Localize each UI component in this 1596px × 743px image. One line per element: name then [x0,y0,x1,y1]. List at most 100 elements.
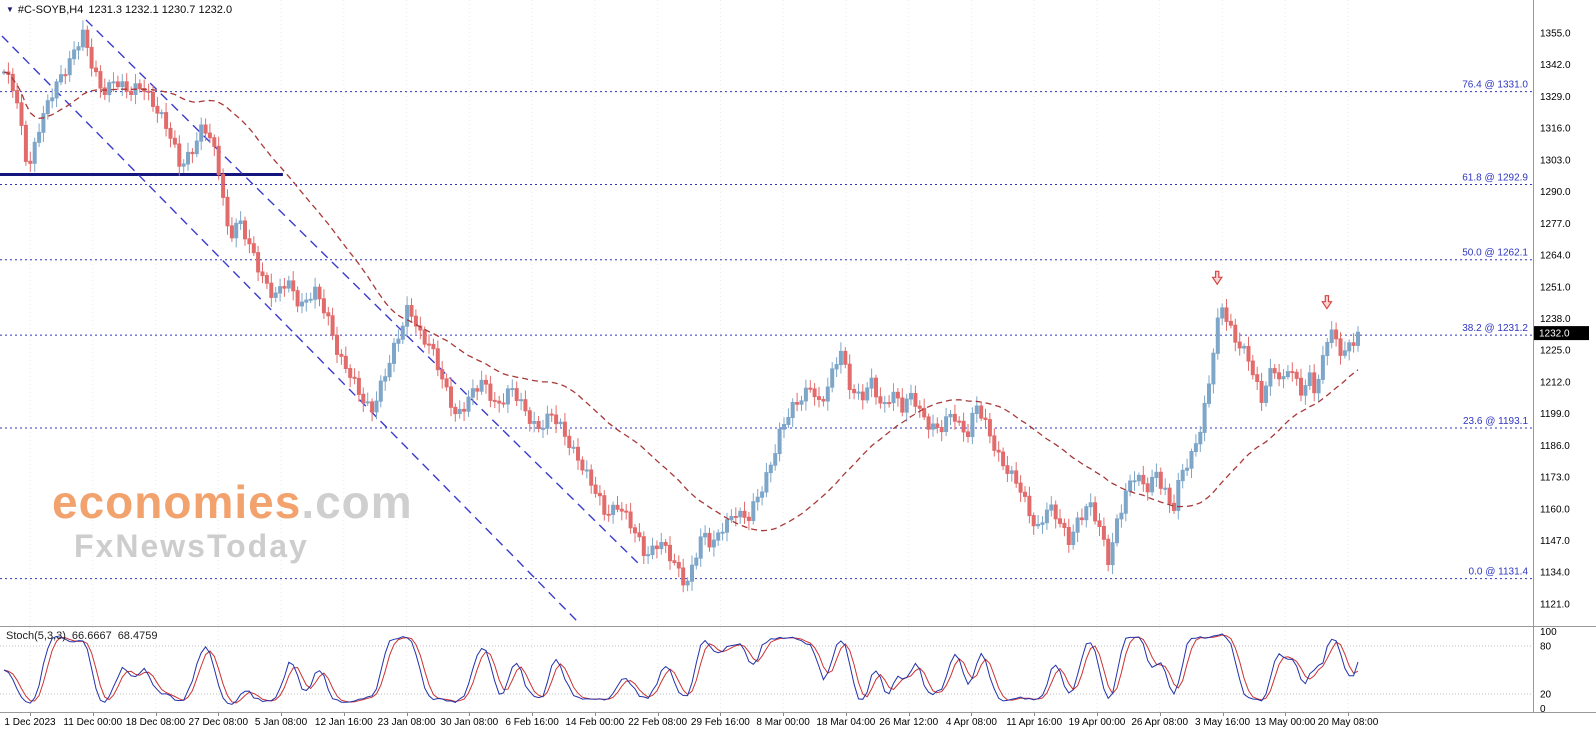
time-tick-label: 18 Dec 08:00 [125,717,186,728]
time-tick-label: 13 May 00:00 [1254,717,1316,728]
time-tick-label: 29 Feb 16:00 [690,717,750,728]
time-axis-tick [1159,713,1161,716]
time-axis-tick [720,713,722,716]
time-axis-tick [218,713,220,716]
price-tick-label: 1264.0 [1540,251,1571,262]
sell-signal-arrow-icon [1211,270,1223,286]
stochastic-main-line [3,633,1359,705]
moving-average-line [3,71,1359,532]
stochastic-signal-line [3,634,1359,704]
time-tick-label: 12 Jan 16:00 [314,717,373,728]
time-axis-tick [532,713,534,716]
time-tick-label: 23 Jan 08:00 [377,717,436,728]
symbol-marker-icon: ▼ [6,5,14,14]
trend-channel-line [1,35,579,623]
price-tick-label: 1290.0 [1540,187,1571,198]
time-axis-tick [1348,713,1349,716]
indicator-readout: Stoch(5,3,3) 66.6667 68.4759 [6,630,163,642]
price-tick-label: 1199.0 [1540,409,1570,420]
time-axis-tick [406,713,408,716]
price-chart-canvas[interactable]: 76.4 @ 1331.0 61.8 @ 1292.9 50.0 @ 1262.1 3… [0,0,1596,627]
fib-level-label: 0.0 @ 1131.4 [1469,567,1529,578]
time-tick-label: 11 Apr 16:00 [1006,717,1063,728]
price-tick-label: 1121.0 [1540,600,1570,611]
stochastic-pane: 100 80 20 0 Stoch(5,3,3) 66.6667 68.4759 [0,627,1596,713]
price-tick-label: 1212.0 [1540,377,1571,388]
time-tick-label: 1 Dec 2023 [4,717,56,728]
time-tick-label: 30 Jan 08:00 [440,717,499,728]
fib-level-label: 76.4 @ 1331.0 [1462,80,1528,91]
time-tick-label: 4 Apr 08:00 [945,717,997,728]
time-tick-label: 8 Mar 00:00 [756,717,810,728]
stoch-scale-label: 0 [1540,704,1546,713]
time-axis-tick [1034,713,1036,716]
price-tick-label: 1134.0 [1540,568,1570,579]
time-tick-label: 11 Dec 00:00 [63,717,123,728]
price-tick-label: 1303.0 [1540,155,1571,166]
price-pane: 76.4 @ 1331.0 61.8 @ 1292.9 50.0 @ 1262.1 3… [0,0,1596,627]
trend-channel-line [85,19,641,566]
fib-level-label: 23.6 @ 1193.1 [1463,416,1528,427]
time-tick-label: 26 Mar 12:00 [879,717,939,728]
indicator-label: Stoch(5,3,3) [6,630,66,642]
time-tick-label: 18 Mar 04:00 [816,717,876,728]
watermark-brand-line: economies.com [52,478,413,526]
price-tick-label: 1173.0 [1540,473,1570,484]
price-tick-label: 1342.0 [1540,60,1571,71]
time-axis-tick [1285,713,1287,716]
fib-level-label: 50.0 @ 1262.1 [1462,248,1528,259]
time-axis-tick [783,713,785,716]
time-axis-tick [657,713,659,716]
stochastic-canvas[interactable]: 100 80 20 0 [0,627,1596,713]
fib-level-label: 61.8 @ 1292.9 [1462,173,1528,184]
watermark-brand-suffix: .com [301,476,413,528]
time-tick-label: 19 Apr 00:00 [1068,717,1126,728]
current-price-badge [1534,326,1589,341]
time-axis-tick [594,713,596,716]
watermark-subbrand: FxNewsToday [74,528,309,565]
time-tick-label: 14 Feb 00:00 [565,717,625,728]
fib-level-label: 38.2 @ 1231.2 [1462,323,1528,334]
price-tick-label: 1238.0 [1540,314,1571,325]
time-axis-tick [92,713,94,716]
time-tick-label: 3 May 16:00 [1194,717,1251,728]
time-tick-label: 27 Dec 08:00 [188,717,249,728]
time-axis-tick [343,713,345,716]
time-tick-label: 26 Apr 08:00 [1131,717,1189,728]
stoch-scale-label: 80 [1540,642,1552,653]
price-tick-label: 1147.0 [1540,536,1570,547]
current-price-value: 1232.0 [1539,329,1570,340]
time-tick-label: 6 Feb 16:00 [505,717,559,728]
watermark: economies.com FxNewsToday [52,478,413,564]
symbol-readout: ▼ #C-SOYB,H4 1231.3 1232.1 1230.7 1232.0 [6,4,237,16]
price-tick-label: 1251.0 [1540,282,1571,293]
price-tick-label: 1160.0 [1540,504,1570,515]
time-axis[interactable]: 1 Dec 2023 11 Dec 00:00 18 Dec 08:00 27 Dec… [0,713,1596,743]
time-axis-tick [971,713,973,716]
symbol-label: #C-SOYB,H4 [17,4,84,16]
sell-signal-arrow-icon [1321,295,1333,310]
price-tick-label: 1329.0 [1540,92,1571,103]
price-tick-label: 1186.0 [1540,441,1570,452]
time-axis-tick [281,713,282,716]
price-tick-label: 1316.0 [1540,124,1571,135]
time-tick-label: 22 Feb 08:00 [628,717,688,728]
watermark-brand: economies [52,476,302,528]
time-axis-tick [469,713,471,716]
price-tick-label: 1225.0 [1540,346,1571,357]
price-tick-label: 1355.0 [1540,29,1571,40]
time-axis-tick [30,713,31,716]
time-axis-tick [908,713,910,716]
time-axis-tick [155,713,157,716]
ohlc-readout: 1231.3 1232.1 1230.7 1232.0 [88,4,233,16]
time-axis-tick [845,713,847,716]
time-tick-label: 20 May 08:00 [1317,717,1379,728]
stoch-scale-label: 20 [1540,690,1552,701]
price-tick-label: 1277.0 [1540,219,1571,230]
stoch-main-value: 66.6667 [71,630,112,642]
time-axis-tick [1222,713,1224,716]
stoch-signal-value: 68.4759 [117,630,158,642]
stoch-scale-label: 100 [1540,627,1557,638]
candles-layer [2,20,1360,593]
